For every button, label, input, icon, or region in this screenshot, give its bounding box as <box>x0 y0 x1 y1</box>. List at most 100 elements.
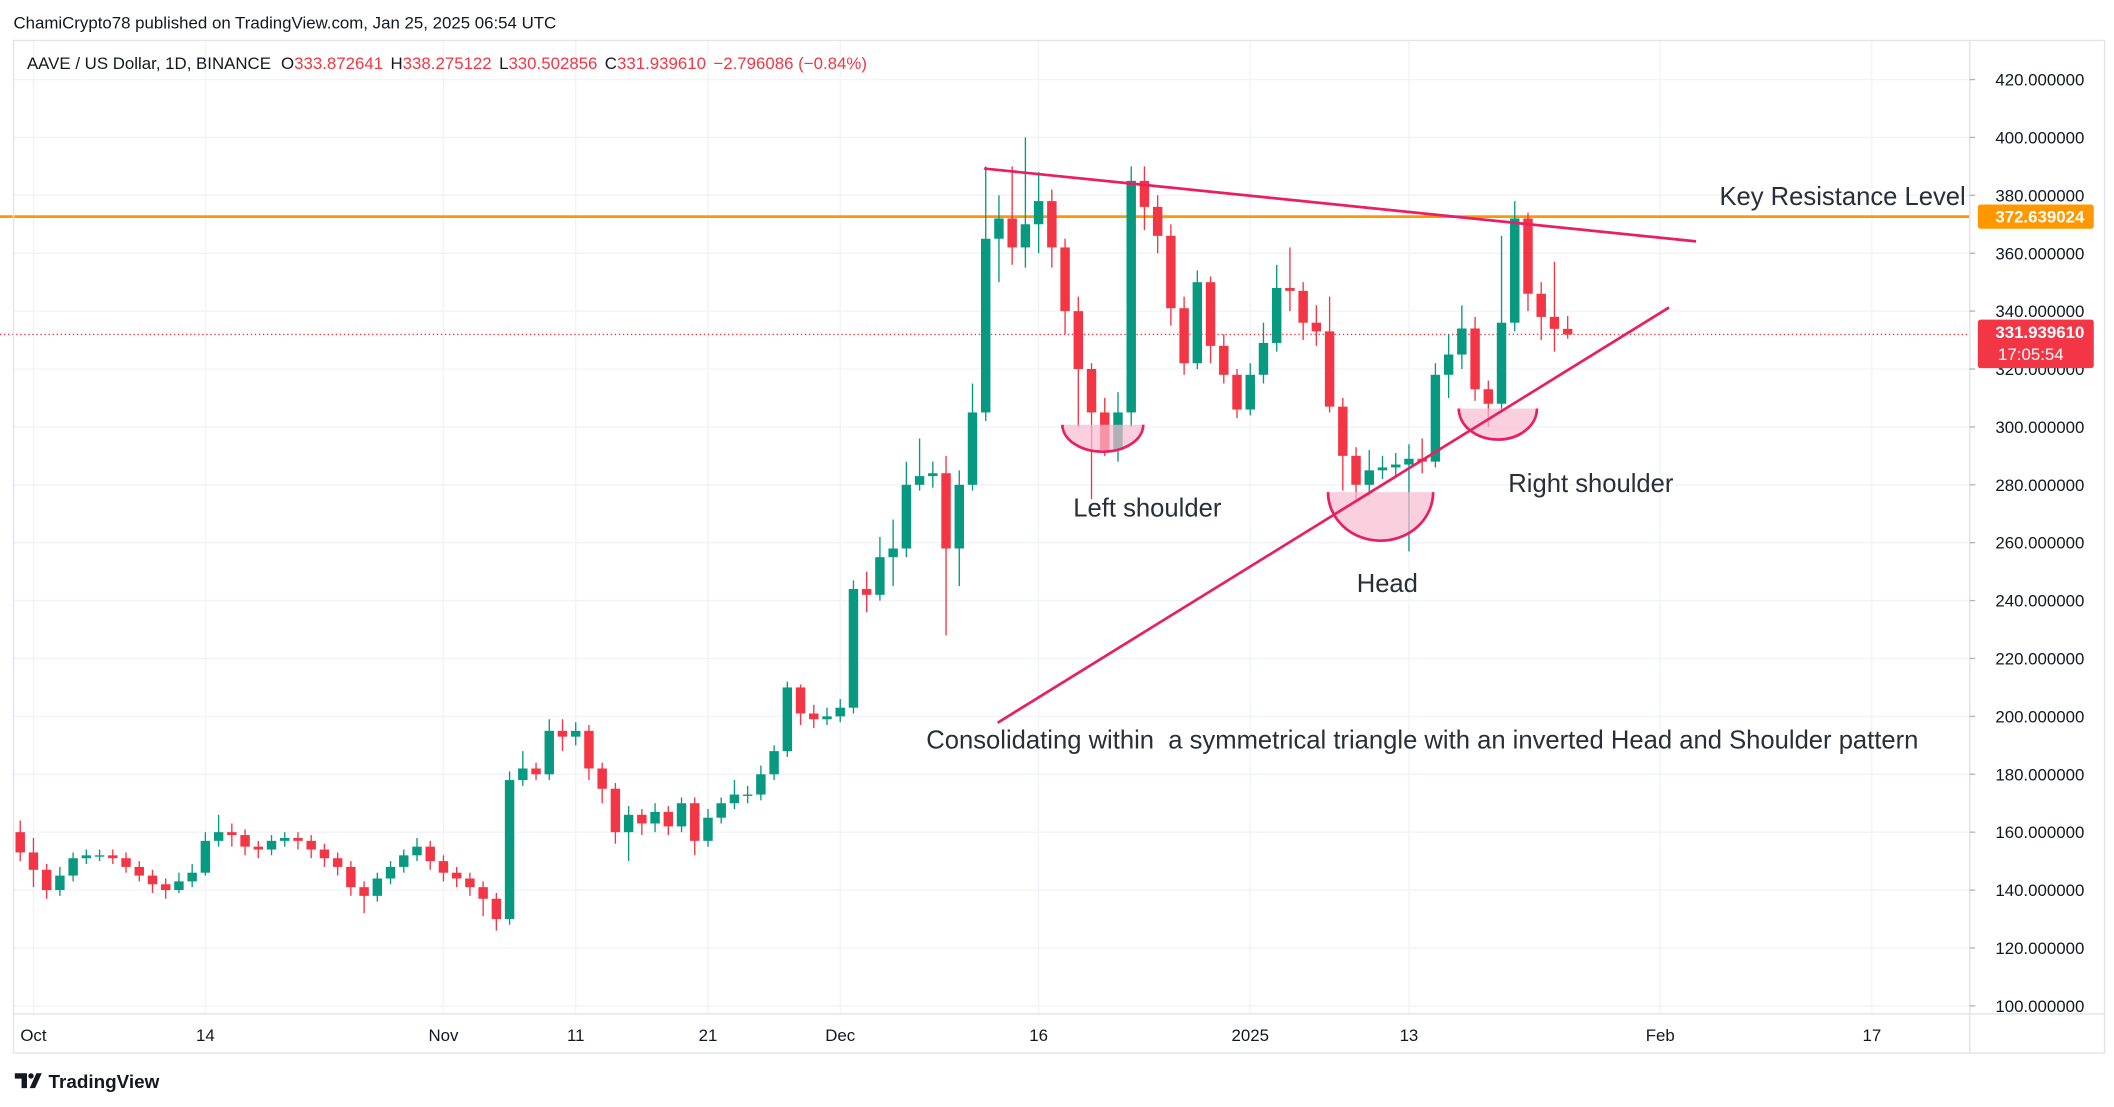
annotation: Key Resistance Level <box>1719 183 1965 211</box>
candle-body <box>399 855 409 867</box>
y-tick-label: 300.000000 <box>1995 418 2084 437</box>
candle-body <box>518 768 528 781</box>
candle-body <box>1060 247 1070 312</box>
lower-trendline <box>996 306 1670 724</box>
candle-body <box>451 872 462 879</box>
header: ChamiCrypto78 published on TradingView.c… <box>13 13 556 32</box>
candle-body <box>1086 369 1097 413</box>
y-tick-label: 100.000000 <box>1995 997 2084 1016</box>
frame <box>12 39 2106 1054</box>
candle-body <box>1311 322 1322 332</box>
candle-body <box>637 814 647 824</box>
y-tick-label: 140.000000 <box>1995 881 2084 900</box>
candle-body <box>716 803 726 818</box>
y-tick-label: 240.000000 <box>1995 592 2084 611</box>
x-tick-label: 16 <box>1029 1026 1048 1045</box>
ohlc-value: 333.872641 <box>294 54 383 73</box>
candle-body <box>425 846 435 862</box>
candle-body <box>967 412 978 485</box>
candle-body <box>954 484 964 549</box>
candle-body <box>875 557 885 595</box>
candle-body <box>319 849 330 859</box>
candle-body <box>650 811 660 824</box>
right-shoulder-shape <box>1458 408 1537 440</box>
grid <box>13 40 1970 1014</box>
y-tick-label: 340.000000 <box>1995 302 2084 321</box>
candle-body <box>280 837 290 841</box>
candle-body <box>544 730 554 775</box>
candle-body <box>372 878 383 896</box>
y-tick-label: 420.000000 <box>1995 71 2084 90</box>
ohlc-value: 330.502856 <box>508 54 597 73</box>
ohlc-key: C <box>605 54 617 73</box>
y-tick-label: 160.000000 <box>1995 823 2084 842</box>
candle-body <box>1470 328 1480 390</box>
symbol-legend: AAVE / US Dollar, 1D, BINANCE O333.87264… <box>27 54 867 73</box>
candle-body <box>1404 458 1414 465</box>
left-shoulder-shape <box>1062 424 1144 452</box>
candle-body <box>703 817 713 841</box>
y-tick-label: 400.000000 <box>1995 128 2084 147</box>
candle-body <box>1232 374 1242 410</box>
candle-body <box>597 768 607 789</box>
candle-body <box>81 855 92 859</box>
candle-body <box>782 687 793 752</box>
x-tick-label: Nov <box>428 1026 459 1045</box>
price-label-box <box>1977 204 2094 229</box>
candle-body <box>809 713 819 720</box>
candle-body <box>1126 180 1136 413</box>
x-tick-label: Oct <box>20 1026 47 1045</box>
candle-body <box>941 473 951 549</box>
candle-body <box>1364 470 1374 485</box>
candle-body <box>914 476 925 485</box>
upper-trendline <box>984 167 1697 243</box>
y-tick-label: 280.000000 <box>1995 476 2084 495</box>
candle-body <box>1430 374 1441 462</box>
change: −2.796086 (−0.84%) <box>713 54 867 73</box>
candle-body <box>491 898 502 920</box>
candle-body <box>1510 218 1520 323</box>
x-tick-label: 13 <box>1400 1026 1419 1045</box>
ohlc-key: L <box>499 54 508 73</box>
candle-body <box>385 866 396 879</box>
head-arc <box>1326 492 1435 543</box>
candle-body <box>835 707 845 717</box>
candle-body <box>994 218 1004 239</box>
footer: TradingView <box>49 1071 160 1092</box>
candle-body <box>795 687 806 714</box>
candle-body <box>1271 287 1282 343</box>
right-shoulder-arc <box>1457 408 1539 441</box>
candle-body <box>769 751 779 775</box>
x-tick-label: Feb <box>1646 1026 1675 1045</box>
candle-body <box>293 837 303 841</box>
x-tick-label: 21 <box>699 1026 718 1045</box>
logo-icon <box>14 1073 42 1089</box>
candle-body <box>1391 464 1401 468</box>
x-tick-label: 14 <box>196 1026 215 1045</box>
left-shoulder-arc <box>1061 424 1145 454</box>
price-lines <box>0 215 1970 336</box>
candle-body <box>690 803 700 841</box>
y-tick-label: 120.000000 <box>1995 939 2084 958</box>
candle-body <box>1073 311 1084 370</box>
candle-body <box>253 846 264 850</box>
candle-body <box>160 884 171 891</box>
price-label: 372.639024 <box>1995 208 2085 227</box>
candle-body <box>15 832 25 853</box>
candle-body <box>1496 322 1507 404</box>
candle-body <box>1152 206 1163 236</box>
candle-body <box>1536 293 1546 317</box>
candle-body <box>1443 354 1454 375</box>
candle-body <box>1549 316 1560 329</box>
candle-body <box>94 855 105 857</box>
annotation: Head <box>1357 570 1418 598</box>
annotation: Right shoulder <box>1508 470 1674 498</box>
candle-body <box>822 716 832 720</box>
candle-body <box>1523 218 1533 294</box>
candle-body <box>1007 218 1017 248</box>
candle-body <box>28 852 39 870</box>
candle-body <box>584 730 594 769</box>
candle-body <box>200 840 211 873</box>
